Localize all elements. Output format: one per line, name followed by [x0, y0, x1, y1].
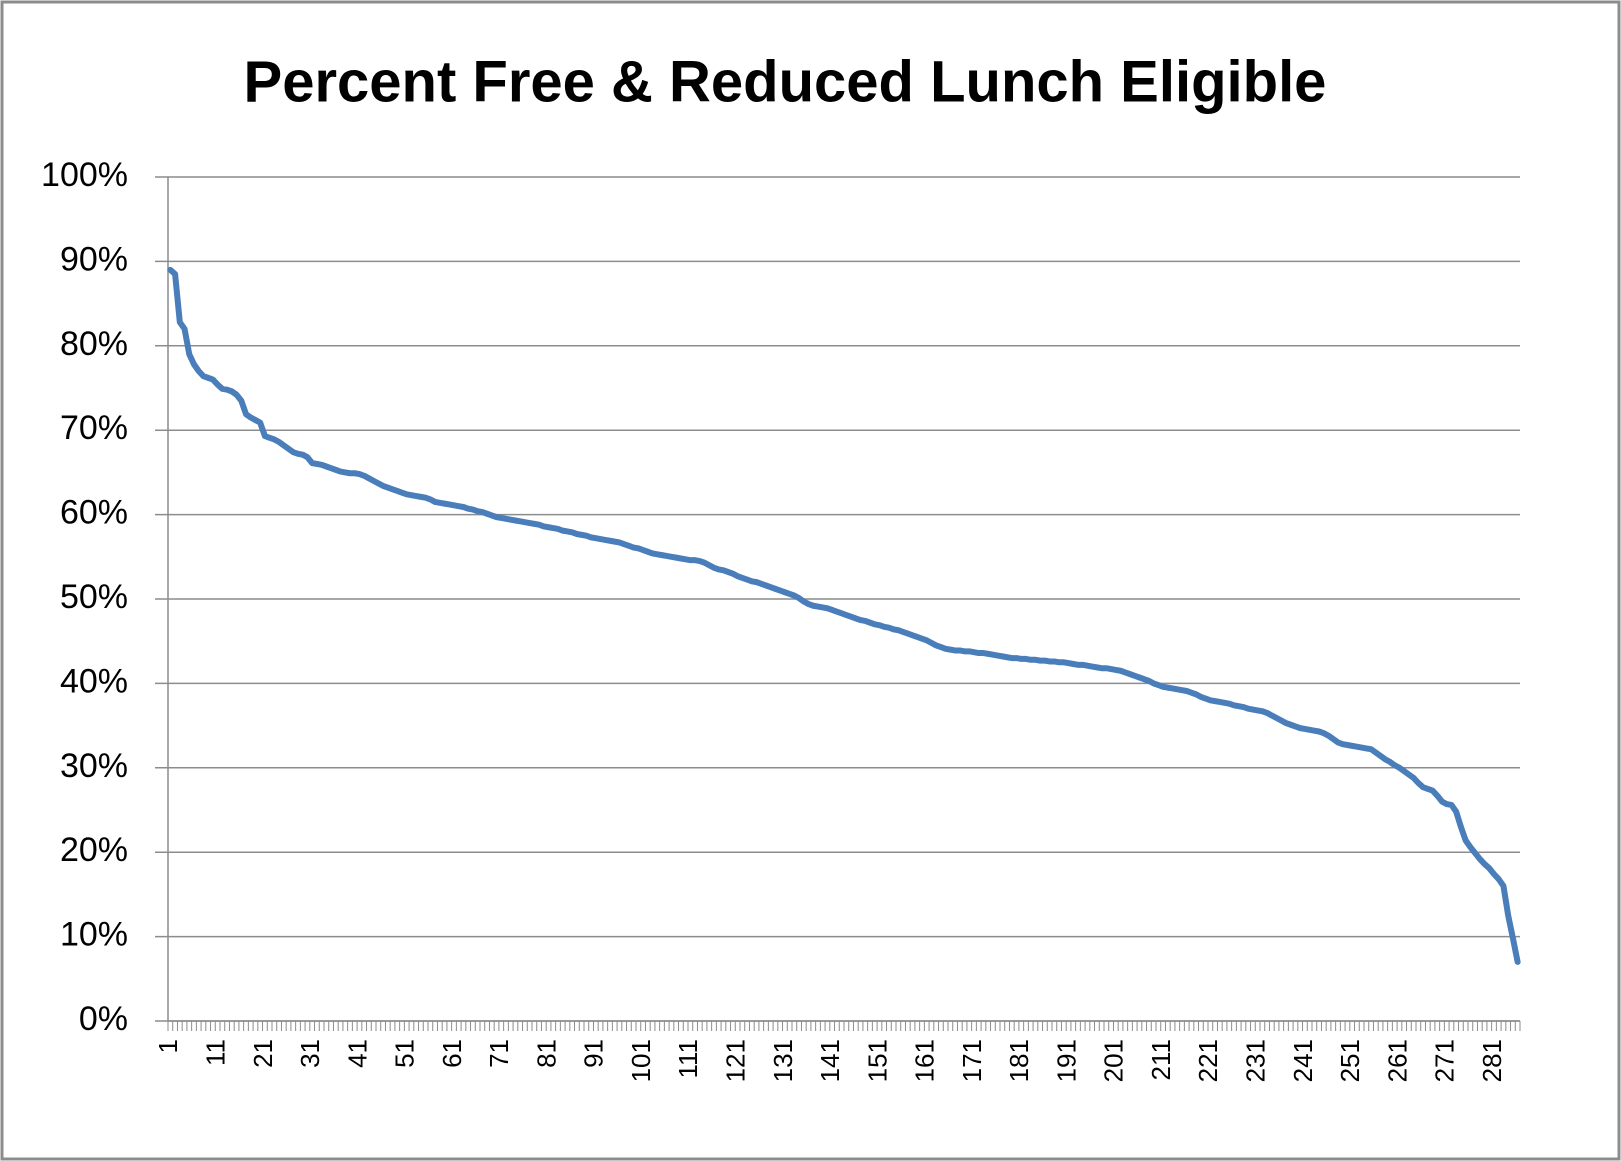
- x-tick-label: 221: [1193, 1039, 1223, 1082]
- x-tick-label: 131: [768, 1039, 798, 1082]
- x-tick-label: 241: [1288, 1039, 1318, 1082]
- x-tick-label: 151: [862, 1039, 892, 1082]
- x-tick-label: 201: [1099, 1039, 1129, 1082]
- x-tick-label: 31: [295, 1039, 325, 1068]
- x-tick-label: 181: [1004, 1039, 1034, 1082]
- y-tick-label: 90%: [60, 240, 128, 278]
- x-tick-label: 51: [390, 1039, 420, 1068]
- x-tick-label: 71: [484, 1039, 514, 1068]
- chart-title: Percent Free & Reduced Lunch Eligible: [244, 49, 1327, 114]
- y-tick-label: 60%: [60, 494, 128, 532]
- y-tick-label: 70%: [60, 409, 128, 447]
- x-tick-label: 1: [153, 1039, 183, 1053]
- x-tick-label: 271: [1430, 1039, 1460, 1082]
- x-tick-label: 41: [342, 1039, 372, 1068]
- x-tick-label: 21: [248, 1039, 278, 1068]
- x-tick-label: 231: [1241, 1039, 1271, 1082]
- x-tick-label: 101: [626, 1039, 656, 1082]
- y-tick-label: 40%: [60, 662, 128, 700]
- x-tick-label: 121: [721, 1039, 751, 1082]
- x-tick-label: 211: [1146, 1039, 1176, 1080]
- y-tick-label: 20%: [60, 831, 128, 869]
- data-line: [167, 266, 1521, 965]
- x-tick-label: 141: [815, 1039, 845, 1082]
- x-tick-label: 11: [201, 1039, 231, 1066]
- x-tick-label: 251: [1335, 1039, 1365, 1082]
- y-tick-label: 100%: [41, 156, 128, 194]
- x-tick-label: 111: [673, 1039, 703, 1079]
- y-tick-label: 10%: [60, 916, 128, 954]
- y-tick-label: 80%: [60, 325, 128, 363]
- x-tick-label: 171: [957, 1039, 987, 1082]
- y-tick-label: 30%: [60, 747, 128, 785]
- y-tick-label: 50%: [60, 578, 128, 616]
- x-tick-label: 61: [437, 1039, 467, 1068]
- x-tick-label: 191: [1051, 1039, 1081, 1082]
- x-tick-label: 261: [1382, 1039, 1412, 1082]
- x-tick-label: 81: [531, 1039, 561, 1068]
- x-tick-label: 161: [910, 1039, 940, 1082]
- y-tick-label: 0%: [79, 1000, 128, 1038]
- x-tick-label: 281: [1477, 1039, 1507, 1082]
- x-tick-label: 91: [579, 1039, 609, 1068]
